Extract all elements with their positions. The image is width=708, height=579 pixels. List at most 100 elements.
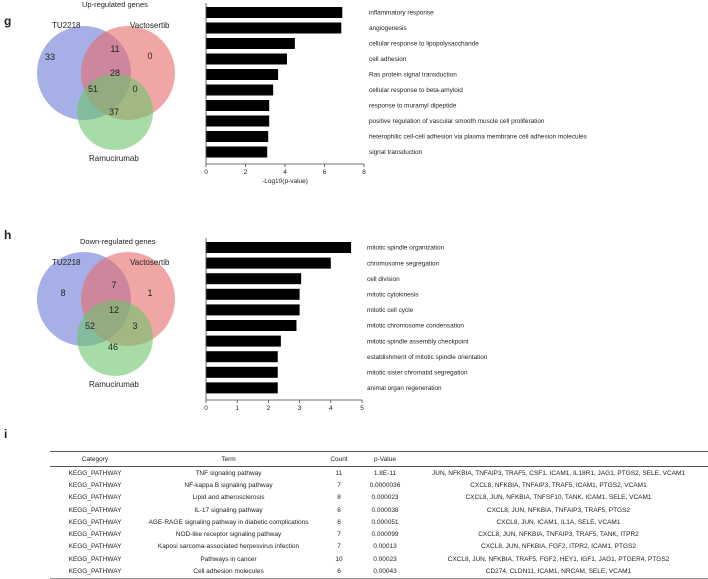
cell-category: KEGG_PATHWAY <box>68 543 122 551</box>
table-row: KEGG_PATHWAY Kaposi sarcoma-associated he… <box>50 541 708 553</box>
bar-category-label: chromosome segregation <box>367 260 440 267</box>
table-row: KEGG_PATHWAY NOD-like receptor signaling … <box>50 528 708 540</box>
bar <box>206 242 352 253</box>
x-tick-label: 2 <box>244 169 248 176</box>
bar <box>206 115 270 127</box>
bar-category-label: cellular response to lipopolysaccharide <box>369 41 479 48</box>
table-row: KEGG_PATHWAY TNF signaling pathway 11 1.8E-… <box>50 467 708 480</box>
bar <box>206 320 297 331</box>
cell-genes: JUN, NFKBIA, TNFAIP3, TRAF5, CSF1, ICAM1… <box>432 469 685 477</box>
cell-pvalue: 0.00043 <box>361 565 409 579</box>
venn-g-title: Up-regulated genes <box>82 0 148 9</box>
cell-term: TNF signaling pathway <box>195 469 262 477</box>
table-row: KEGG_PATHWAY AGE-RAGE signaling pathway i… <box>50 516 708 528</box>
bar <box>206 382 278 394</box>
bar <box>206 288 300 300</box>
bar-category-label: signal transduction <box>369 149 423 156</box>
bar <box>206 84 274 96</box>
bar-category-label: mitotic sister chromatid segregation <box>367 370 468 377</box>
cell-category: KEGG_PATHWAY <box>68 481 122 489</box>
venn-g-label-b: Vactosertib <box>130 21 170 30</box>
cell-count: 6 <box>337 506 341 514</box>
x-tick-label: 1 <box>235 405 239 410</box>
bar <box>206 22 342 34</box>
panel-label-h: h <box>4 228 12 242</box>
bar-category-label: mitotic chromosome condensation <box>367 323 464 330</box>
cell-genes: CXCL8, JUN, ICAM1, IL1A, SELE, VCAM1 <box>496 518 621 526</box>
cell-pvalue: 0.000099 <box>371 531 399 539</box>
cell-category: KEGG_PATHWAY <box>68 518 122 526</box>
bar <box>206 257 331 269</box>
cell-category: KEGG_PATHWAY <box>68 494 122 502</box>
cell-genes: CXCL8, JUN, NFKBIA, TNFSF10, TANK, ICAM1… <box>465 494 652 502</box>
cell-genes: CXCL8, NFKBIA, TNFAIP3, TRAF5, ICAM1, PT… <box>470 481 647 489</box>
table-row: KEGG_PATHWAY Lipid and atherosclerosis 8 0.… <box>50 492 708 504</box>
column-header-category: Category <box>50 451 140 467</box>
cell-genes: CXCL8, JUN, NFKBIA, FGF2, ITPR2, ICAM1, … <box>481 543 636 551</box>
venn-h-label-a: TU2218 <box>52 258 81 267</box>
venn-g-circle-c <box>77 74 153 150</box>
x-tick-label: 8 <box>362 169 366 176</box>
bar-category-label: heterophilic cell-cell adhesion via plas… <box>369 134 587 141</box>
bar <box>206 304 300 316</box>
bar-category-label: mitotic spindle assembly checkpoint <box>367 338 469 345</box>
bar-category-label: mitotic cytokinesis <box>367 292 419 299</box>
bar <box>206 100 270 111</box>
bar <box>206 335 281 347</box>
column-header-genes <box>409 451 708 467</box>
x-tick-label: 5 <box>360 405 364 410</box>
cell-term: Pathways in cancer <box>200 555 257 563</box>
cell-genes: CXCL8, JUN, NFKBIA, TNFAIP3, TRAF5, TANK… <box>478 531 639 539</box>
cell-category: KEGG_PATHWAY <box>68 506 122 514</box>
cell-category: KEGG_PATHWAY <box>68 469 122 477</box>
venn-h-circle-c <box>77 300 153 376</box>
bar-category-label: positive regulation of vascular smooth m… <box>369 118 545 125</box>
bar-category-label: mitotic cell cycle <box>367 307 414 314</box>
venn-g-count-ab: 11 <box>110 44 119 54</box>
table-header-row: Category Term Count p-Value <box>50 451 708 467</box>
go-barchart-down: mitotic spindle organization chromosome s… <box>204 238 488 410</box>
cell-pvalue: 0.000023 <box>371 494 399 502</box>
venn-g-count-c-only: 37 <box>109 107 119 117</box>
x-tick-label: 4 <box>283 169 287 176</box>
bar-category-label: angiogenesis <box>369 25 407 32</box>
venn-g-label-c: Ramucirumab <box>89 154 139 163</box>
x-tick-label: 3 <box>298 405 302 410</box>
cell-genes: CXCL8, JUN, NFKBIA, TRAF5, FGF2, HEY1, I… <box>447 555 670 563</box>
cell-pvalue: 1.8E-11 <box>373 469 397 477</box>
bar <box>206 131 269 142</box>
bar <box>206 38 295 49</box>
cell-term: IL-17 signaling pathway <box>194 506 263 514</box>
venn-h-count-a-only: 8 <box>60 288 65 298</box>
column-header-pvalue: p-Value <box>361 451 409 467</box>
bar-category-label: mitotic spindle organization <box>367 245 445 252</box>
bar <box>206 273 302 285</box>
bar-category-label: response to muramyl dipeptide <box>369 103 457 110</box>
go-barchart-up: inflammatory response angiogenesis cellula… <box>204 3 587 185</box>
venn-g-count-ac: 51 <box>88 84 98 94</box>
venn-g-count-bc: 0 <box>132 84 137 94</box>
venn-g-label-a: TU2218 <box>52 21 81 30</box>
cell-term: Cell adhesion molecules <box>140 565 317 579</box>
cell-category: KEGG_PATHWAY <box>68 555 122 563</box>
table-row: KEGG_PATHWAY IL-17 signaling pathway 6 0.00… <box>50 504 708 516</box>
venn-h-title: Down-regulated genes <box>80 237 156 246</box>
venn-diagram-up: TU2218 Vactosertib Ramucirumab 33 11 0 2… <box>37 21 175 163</box>
bar <box>206 366 278 378</box>
cell-count: 10 <box>335 555 343 563</box>
venn-g-count-abc: 28 <box>110 68 120 78</box>
cell-count: 6 <box>337 518 341 526</box>
bar <box>206 7 343 18</box>
venn-g-count-a-only: 33 <box>45 52 55 62</box>
cell-category: KEGG_PATHWAY <box>50 565 140 579</box>
bar-category-label: cell division <box>367 276 400 283</box>
venn-h-count-ac: 52 <box>85 321 95 331</box>
bar-category-label: establishment of mitotic spindle orienta… <box>367 354 488 361</box>
venn-h-label-c: Ramucirumab <box>89 380 139 389</box>
venn-g-count-b-only: 0 <box>147 51 152 61</box>
x-tick-label: 2 <box>267 405 271 410</box>
cell-count: 7 <box>337 481 341 489</box>
x-tick-label: 4 <box>329 405 333 410</box>
bar <box>206 53 287 65</box>
cell-term: Lipid and atherosclerosis <box>192 494 265 502</box>
